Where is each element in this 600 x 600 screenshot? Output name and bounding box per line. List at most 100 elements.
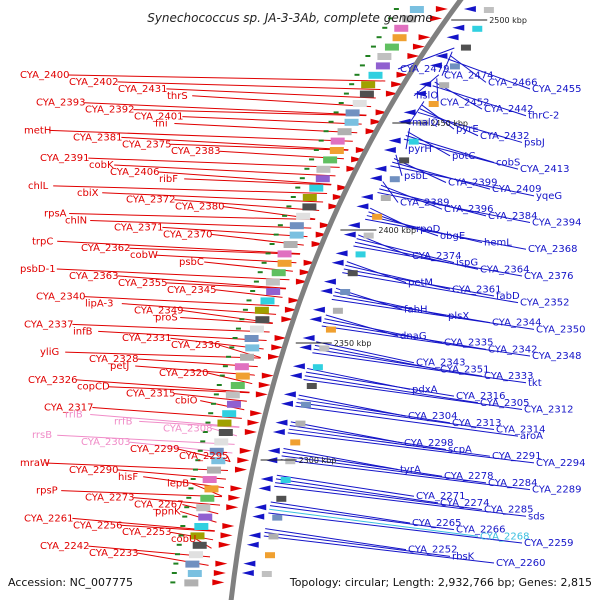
cog-category-block — [302, 194, 317, 201]
forward-strand-gene — [230, 485, 243, 492]
leader-line — [264, 531, 451, 557]
cog-category-block — [272, 514, 283, 521]
gene-label-cya-2406: CYA_2406 — [110, 167, 159, 178]
gene-label-cya-2348: CYA_2348 — [532, 351, 581, 362]
left-gene-labels: CYA_2400CYA_2402CYA_2431thrSCYA_2393CYA_… — [20, 70, 228, 559]
leader-line — [92, 407, 242, 419]
leader-line — [174, 393, 247, 402]
reverse-strand-gene — [292, 363, 305, 370]
gene-label-thrs: thrS — [167, 91, 188, 102]
gene-label-cya-2335: CYA_2335 — [444, 338, 493, 349]
gc-skew-mark — [349, 83, 355, 86]
gene-label-cobs: cobS — [496, 157, 520, 168]
leader-line — [72, 323, 270, 333]
leader-line — [281, 455, 487, 484]
gc-skew-mark — [393, 8, 399, 10]
forward-strand-gene — [218, 541, 231, 548]
cog-category-block — [277, 259, 292, 267]
gene-label-psbj: psbJ — [524, 137, 545, 148]
cog-category-block — [409, 6, 424, 13]
leader-line — [68, 74, 386, 82]
forward-strand-gene — [274, 335, 287, 341]
gene-label-cya-2313: CYA_2313 — [452, 418, 501, 429]
forward-strand-gene — [396, 71, 409, 78]
leader-line — [342, 272, 519, 304]
leader-line — [395, 154, 403, 176]
forward-strand-gene — [418, 34, 431, 41]
leader-line — [323, 321, 487, 350]
reverse-strand-gene — [398, 118, 411, 125]
gene-label-mraw: mraW — [20, 458, 50, 469]
gene-label-cya-2391: CYA_2391 — [40, 153, 89, 164]
forward-strand-gene — [244, 429, 257, 435]
forward-strand-gene — [391, 81, 404, 88]
gene-label-cbix: cbiX — [77, 188, 99, 199]
gc-skew-mark — [232, 337, 238, 339]
gene-label-cya-2326: CYA_2326 — [28, 375, 77, 386]
leader-lines — [45, 47, 535, 566]
gc-skew-mark — [265, 252, 271, 255]
gene-label-rrsb: rrsB — [32, 430, 52, 441]
leader-line — [69, 213, 316, 221]
gc-skew-mark — [286, 205, 292, 208]
gene-label-tyra: tyrA — [400, 465, 421, 476]
gene-label-sds: sds — [528, 511, 545, 522]
leader-line — [269, 505, 455, 531]
reverse-strand-gene — [403, 109, 416, 116]
gc-skew-mark — [365, 55, 371, 57]
gene-label-cya-2312: CYA_2312 — [524, 404, 573, 415]
gc-skew-mark — [202, 431, 208, 433]
gene-label-aroa: aroA — [520, 431, 543, 442]
gene-label-rpod: rpoD — [416, 224, 441, 235]
forward-strand-gene — [255, 391, 268, 398]
forward-strand-gene — [268, 353, 281, 360]
forward-strand-gene — [351, 156, 364, 163]
gene-label-cya-2399: CYA_2399 — [448, 177, 497, 188]
cog-category-block — [290, 439, 301, 446]
reverse-strand-gene — [260, 476, 273, 482]
leader-line — [274, 485, 527, 517]
gene-label-heml: hemL — [484, 238, 512, 249]
cog-category-block — [192, 541, 207, 549]
gc-skew-mark — [282, 214, 288, 217]
forward-strand-gene — [332, 194, 345, 200]
cog-category-block — [206, 466, 221, 474]
reverse-strand-gene — [243, 560, 256, 567]
cog-category-block — [377, 53, 392, 60]
gene-label-cya-2253: CYA_2253 — [122, 527, 171, 538]
leader-line — [365, 218, 527, 250]
gene-label-lepb: lepB — [167, 479, 189, 490]
gene-label-ylig: yliG — [40, 347, 59, 358]
leader-line — [268, 512, 523, 544]
gene-label-cya-2350: CYA_2350 — [536, 324, 585, 335]
cog-category-block — [375, 62, 390, 70]
reverse-strand-gene — [272, 429, 285, 435]
gene-label-cya-2355: CYA_2355 — [118, 278, 167, 289]
gc-skew-mark — [229, 346, 235, 349]
forward-strand-gene — [430, 15, 443, 22]
gc-skew-mark — [182, 515, 188, 518]
leader-line — [366, 215, 483, 244]
reverse-strand-gene — [356, 203, 369, 210]
gene-label-cya-2368: CYA_2368 — [528, 244, 577, 255]
forward-strand-gene — [212, 579, 225, 586]
gene-label-cya-2363: CYA_2363 — [69, 271, 118, 282]
gene-label-cya-2304: CYA_2304 — [408, 411, 457, 422]
gene-label-cya-2389: CYA_2389 — [400, 198, 449, 209]
forward-strand-gene — [213, 570, 226, 576]
cog-category-block — [261, 571, 272, 577]
gc-skew-mark — [216, 384, 222, 386]
gc-skew-mark — [323, 130, 329, 133]
reverse-strand-gene — [280, 400, 293, 407]
gene-label-cya-2400: CYA_2400 — [20, 70, 69, 81]
gene-label-cya-2364: CYA_2364 — [480, 264, 529, 275]
leader-line — [174, 199, 320, 211]
gene-label-cya-2474: CYA_2474 — [444, 71, 493, 82]
gene-label-cya-2299: CYA_2299 — [130, 444, 179, 455]
cog-category-block — [189, 551, 204, 559]
leader-line — [166, 88, 376, 99]
forward-strand-gene — [435, 6, 448, 12]
gc-skew-mark — [222, 365, 228, 368]
gc-skew-mark — [208, 412, 214, 415]
cog-category-block — [187, 570, 202, 577]
